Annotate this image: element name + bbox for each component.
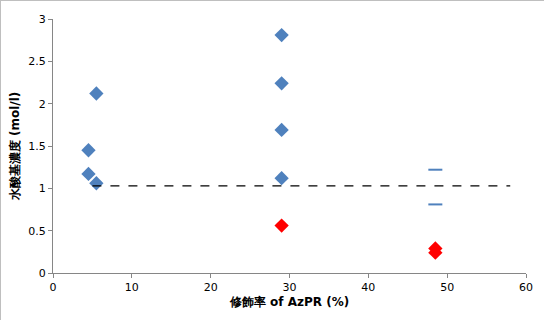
svg-text:10: 10 bbox=[125, 281, 139, 294]
svg-text:水酸基濃度 (mol/l): 水酸基濃度 (mol/l) bbox=[8, 92, 22, 202]
svg-text:1: 1 bbox=[39, 182, 46, 195]
svg-text:30: 30 bbox=[283, 281, 297, 294]
svg-text:3: 3 bbox=[39, 13, 46, 26]
svg-text:0: 0 bbox=[39, 267, 46, 280]
svg-text:2.5: 2.5 bbox=[28, 55, 46, 68]
svg-text:1.5: 1.5 bbox=[28, 140, 46, 153]
svg-text:0: 0 bbox=[50, 281, 57, 294]
svg-text:60: 60 bbox=[519, 281, 533, 294]
svg-text:40: 40 bbox=[361, 281, 375, 294]
svg-text:50: 50 bbox=[440, 281, 454, 294]
svg-text:修飾率 of AzPR (%): 修飾率 of AzPR (%) bbox=[229, 295, 349, 309]
svg-text:2: 2 bbox=[39, 98, 46, 111]
svg-text:0.5: 0.5 bbox=[28, 225, 46, 238]
svg-text:20: 20 bbox=[204, 281, 218, 294]
